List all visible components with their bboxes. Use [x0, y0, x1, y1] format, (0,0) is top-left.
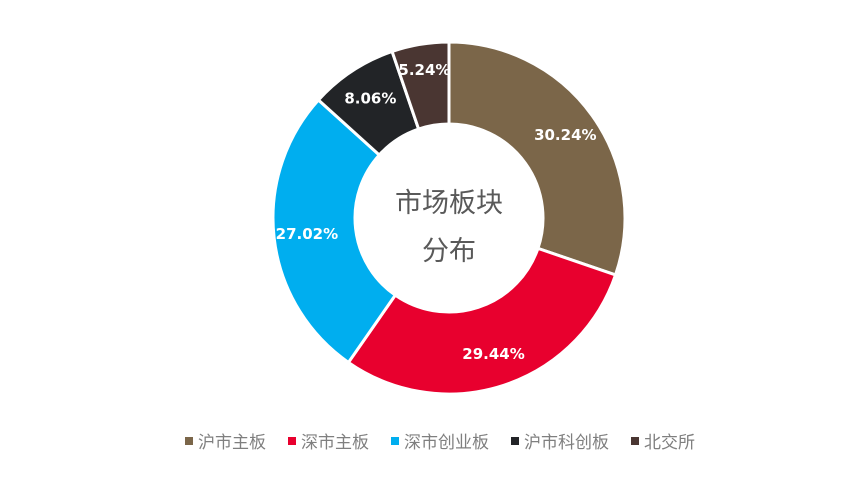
slice-label-sh-main: 30.24% — [534, 126, 596, 144]
legend-label-sh-star: 沪市科创板 — [524, 433, 609, 453]
legend-item-sz-chinext: 深市创业板 — [391, 433, 489, 453]
legend-label-sh-main: 沪市主板 — [198, 433, 266, 453]
legend-swatch-sh-main — [185, 437, 193, 445]
slice-label-sz-main: 29.44% — [462, 345, 524, 363]
legend-item-bse: 北交所 — [631, 433, 695, 453]
center-title: 市场板块 分布 — [395, 188, 503, 267]
legend-item-sz-main: 深市主板 — [288, 433, 369, 453]
slice-labels: 30.24% 29.44% 27.02% 8.06%5.24% — [276, 61, 597, 363]
legend-swatch-sz-chinext — [391, 437, 399, 445]
center-title-line-1: 市场板块 — [395, 188, 503, 219]
slice-label-bse: 5.24% — [398, 61, 450, 79]
donut-slices — [271, 40, 627, 396]
slice-sh-main — [447, 40, 627, 277]
legend-item-sh-main: 沪市主板 — [185, 433, 266, 453]
slice-label-sz-chinext: 27.02% — [276, 225, 338, 243]
legend-label-bse: 北交所 — [644, 433, 695, 453]
slice-label-sh-star: 8.06% — [344, 90, 396, 108]
legend-swatch-sh-star — [511, 437, 519, 445]
legend-swatch-sz-main — [288, 437, 296, 445]
slice-sz-chinext — [271, 97, 398, 365]
slice-bse — [390, 40, 451, 131]
legend-label-sz-main: 深市主板 — [301, 433, 369, 453]
slice-sz-main — [346, 246, 618, 396]
legend-item-sh-star: 沪市科创板 — [511, 433, 609, 453]
legend-swatch-bse — [631, 437, 639, 445]
center-title-line-2: 分布 — [422, 236, 476, 267]
legend-label-sz-chinext: 深市创业板 — [404, 433, 489, 453]
legend: 沪市主板 深市主板 深市创业板 沪市科创板 北交所 — [185, 433, 695, 453]
